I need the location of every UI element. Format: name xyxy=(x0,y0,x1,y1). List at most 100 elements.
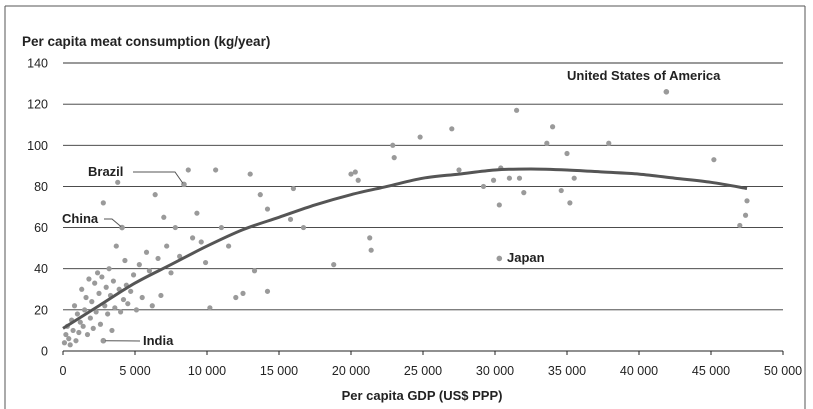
x-tick-label: 45 000 xyxy=(692,364,730,378)
y-tick-label: 80 xyxy=(34,180,48,194)
data-point xyxy=(89,299,95,305)
data-point xyxy=(82,307,88,313)
data-point xyxy=(417,134,423,140)
data-point xyxy=(143,249,150,255)
data-point xyxy=(290,185,296,192)
data-point xyxy=(564,150,570,157)
data-point xyxy=(155,255,161,262)
data-point xyxy=(737,222,743,229)
data-point xyxy=(146,268,152,274)
data-point xyxy=(567,200,573,206)
data-point xyxy=(97,321,104,327)
trend-line xyxy=(62,167,748,330)
data-point xyxy=(125,301,131,307)
data-point xyxy=(480,183,487,190)
data-point xyxy=(79,286,85,292)
data-point xyxy=(110,278,116,284)
data-point xyxy=(226,243,232,249)
chart-title: Per capita meat consumption (kg/year) xyxy=(22,34,270,49)
data-point xyxy=(109,327,115,334)
data-point xyxy=(133,307,140,313)
data-point xyxy=(80,323,86,329)
data-point xyxy=(496,202,502,208)
data-point xyxy=(300,224,307,231)
callout-label: China xyxy=(62,211,99,226)
data-point xyxy=(331,262,337,268)
data-point xyxy=(105,311,111,317)
callout-leader xyxy=(133,171,184,184)
x-tick-marks xyxy=(62,351,784,355)
y-tick-label: 0 xyxy=(41,345,48,359)
data-point xyxy=(742,212,749,218)
data-point xyxy=(168,270,174,276)
data-point xyxy=(711,157,717,163)
data-point xyxy=(352,169,358,175)
data-point xyxy=(490,177,497,183)
data-point xyxy=(202,259,209,266)
data-point xyxy=(390,142,396,148)
y-tick-label: 60 xyxy=(34,221,48,235)
data-point xyxy=(67,342,73,348)
x-tick-label: 40 000 xyxy=(620,364,658,378)
data-point xyxy=(122,257,128,264)
data-point xyxy=(83,294,89,301)
data-point xyxy=(94,270,101,276)
x-tick-label: 50 000 xyxy=(764,364,802,378)
labeled-data-point xyxy=(663,89,670,95)
data-point xyxy=(96,290,102,296)
data-point xyxy=(247,171,253,177)
data-point xyxy=(172,224,178,231)
data-point xyxy=(112,305,118,311)
data-point xyxy=(103,284,109,290)
data-point xyxy=(76,329,82,336)
data-point xyxy=(185,167,191,173)
data-point xyxy=(71,303,78,309)
data-point xyxy=(190,235,196,241)
y-tick-label: 120 xyxy=(27,98,48,112)
callout-label: India xyxy=(143,333,174,348)
x-tick-label: 30 000 xyxy=(476,364,514,378)
data-point xyxy=(93,309,99,315)
data-point xyxy=(194,210,200,216)
callout-labels: United States of America Brazil China Japan… xyxy=(62,68,721,348)
data-point xyxy=(139,294,145,301)
data-point xyxy=(516,175,523,181)
data-point xyxy=(86,276,92,282)
data-point xyxy=(87,315,93,321)
data-point xyxy=(152,192,158,198)
data-point xyxy=(198,239,204,245)
data-point xyxy=(456,167,462,173)
data-point xyxy=(118,309,124,315)
data-point xyxy=(348,171,354,177)
x-tick-label: 35 000 xyxy=(548,364,586,378)
data-point xyxy=(240,290,246,296)
y-tick-label: 100 xyxy=(27,139,48,153)
data-point xyxy=(113,243,119,249)
callout-label: Brazil xyxy=(88,164,123,179)
y-tick-labels: 0 20 40 60 80 100 120 140 xyxy=(27,57,48,359)
data-point xyxy=(449,126,455,132)
data-point xyxy=(70,327,76,334)
data-point xyxy=(61,340,68,346)
data-point xyxy=(744,198,750,204)
data-point xyxy=(287,216,294,222)
data-point xyxy=(100,200,106,206)
labeled-data-point xyxy=(496,255,503,262)
callout-label: Japan xyxy=(507,250,545,265)
data-point xyxy=(77,319,83,325)
data-point xyxy=(130,272,137,278)
data-point xyxy=(115,179,121,185)
data-point xyxy=(90,325,96,331)
x-tick-label: 25 000 xyxy=(404,364,442,378)
data-point xyxy=(63,331,69,338)
data-point xyxy=(606,140,612,146)
data-point xyxy=(264,206,271,212)
data-point xyxy=(92,280,98,286)
data-point xyxy=(99,274,105,280)
data-point xyxy=(521,190,527,196)
data-point xyxy=(218,224,224,231)
data-point xyxy=(391,155,397,161)
x-tick-label: 5 000 xyxy=(119,364,150,378)
